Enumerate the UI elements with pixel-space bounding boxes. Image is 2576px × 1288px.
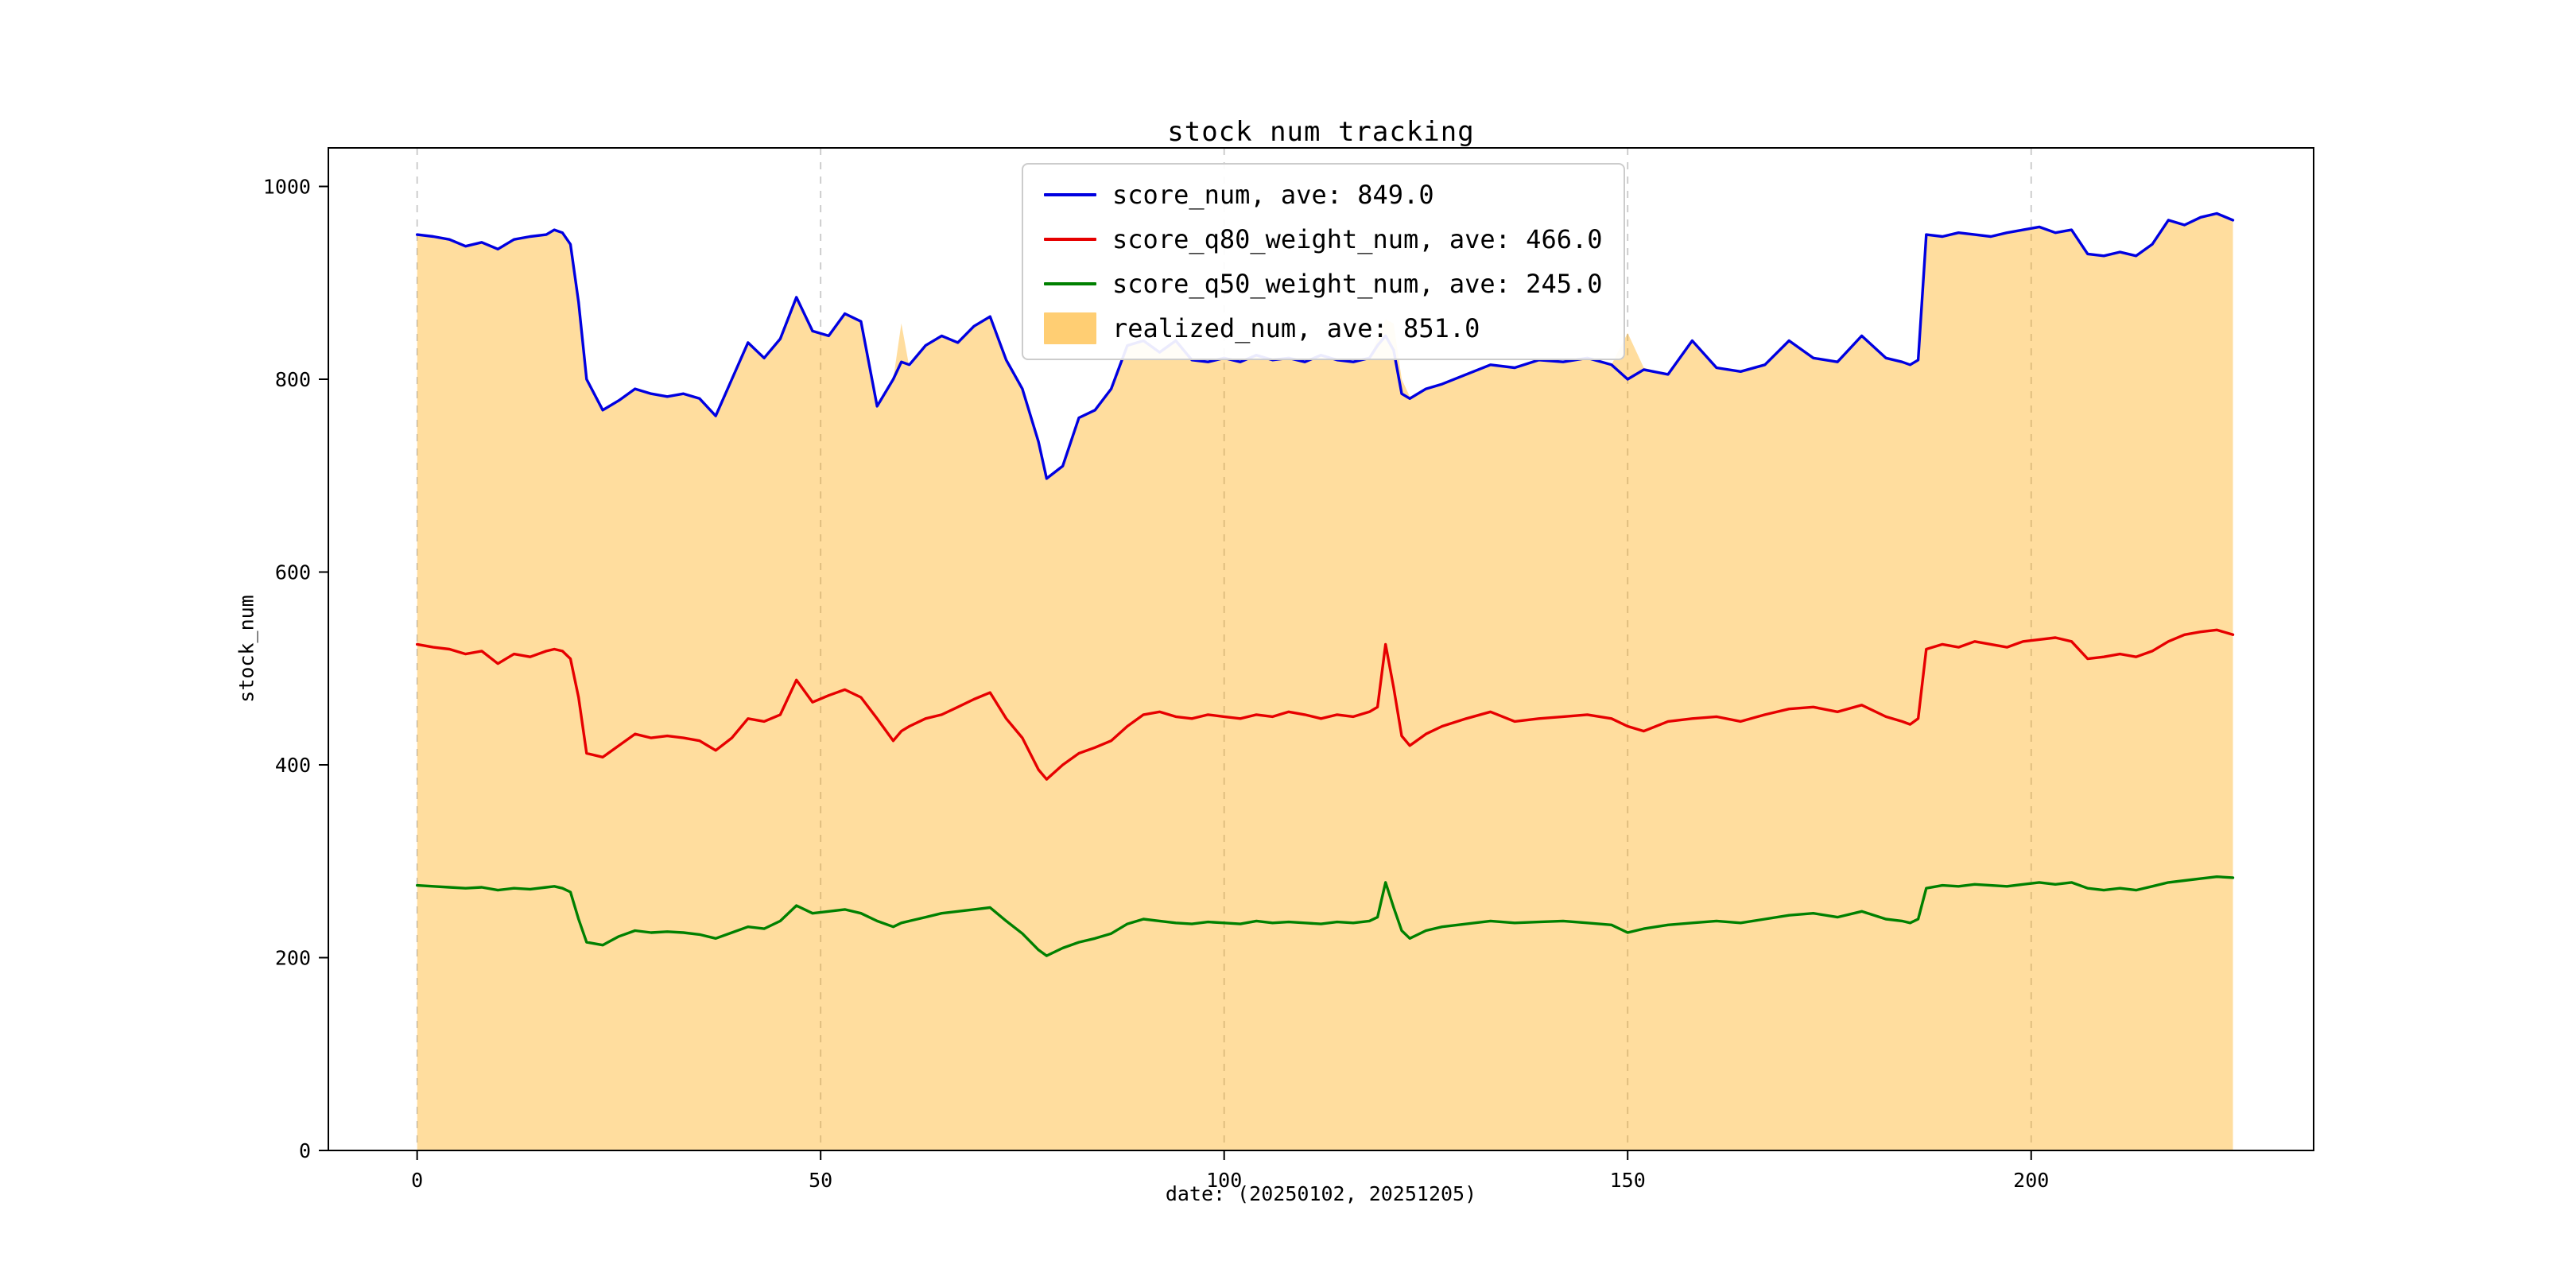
x-tick-label: 0 — [411, 1169, 423, 1192]
legend: score_num, ave: 849.0 score_q80_weight_n… — [1022, 163, 1625, 360]
legend-item-score-num: score_num, ave: 849.0 — [1044, 177, 1603, 212]
axes-frame — [328, 147, 2314, 1151]
chart-title: stock num tracking — [1167, 116, 1475, 148]
x-tick-label: 150 — [1610, 1169, 1646, 1192]
legend-item-score-q80-weight-num: score_q80_weight_num, ave: 466.0 — [1044, 222, 1603, 257]
y-tick-label: 600 — [275, 561, 311, 584]
legend-line-swatch-red — [1044, 238, 1096, 241]
line-score_q80_weight_num — [416, 628, 2235, 781]
x-tick-label: 50 — [809, 1169, 832, 1192]
legend-label: realized_num, ave: 851.0 — [1112, 313, 1480, 343]
legend-line-swatch-green — [1044, 282, 1096, 285]
x-axis-label: date: (20250102, 20251205) — [1165, 1182, 1477, 1205]
y-tick-label: 400 — [275, 754, 311, 777]
y-tick-label: 200 — [275, 947, 311, 970]
legend-label: score_num, ave: 849.0 — [1112, 180, 1434, 210]
line-score_q50_weight_num — [416, 875, 2235, 957]
x-tick-label: 100 — [1206, 1169, 1242, 1192]
y-tick-label: 1000 — [263, 176, 311, 199]
y-axis-label: stock_num — [235, 595, 258, 703]
legend-item-realized-num: realized_num, ave: 851.0 — [1044, 311, 1603, 346]
legend-patch-swatch-orange — [1044, 312, 1096, 344]
legend-item-score-q50-weight-num: score_q50_weight_num, ave: 245.0 — [1044, 266, 1603, 301]
x-tick-label: 200 — [2013, 1169, 2049, 1192]
y-tick-label: 800 — [275, 368, 311, 391]
legend-label: score_q50_weight_num, ave: 245.0 — [1112, 269, 1603, 299]
legend-label: score_q80_weight_num, ave: 466.0 — [1112, 224, 1603, 254]
y-tick-label: 0 — [299, 1139, 311, 1162]
legend-line-swatch-blue — [1044, 193, 1096, 196]
